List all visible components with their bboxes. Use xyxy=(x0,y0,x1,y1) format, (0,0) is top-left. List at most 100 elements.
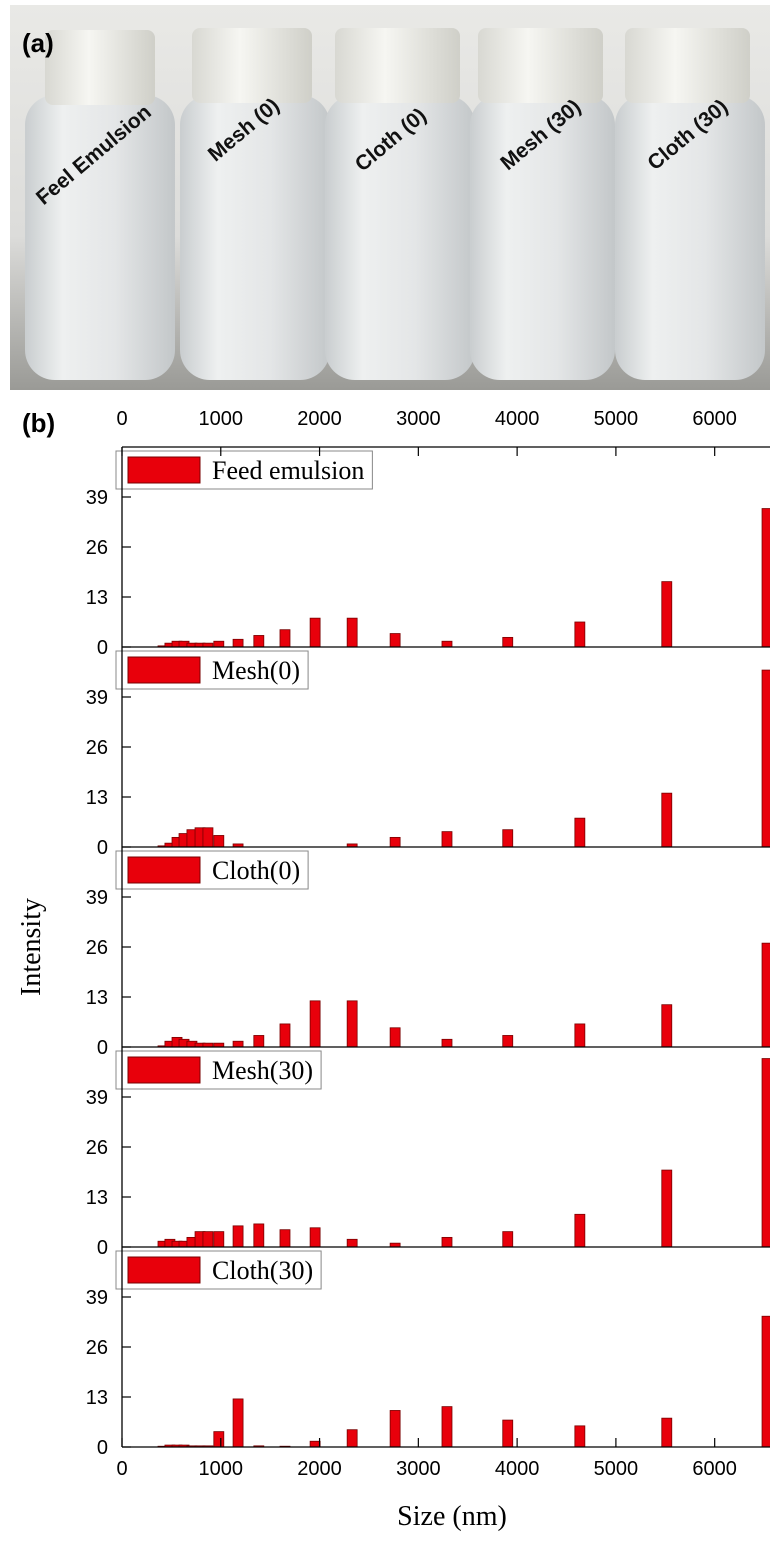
y-tick-label: 13 xyxy=(86,587,108,609)
bottle xyxy=(615,28,765,380)
bar xyxy=(441,1236,453,1248)
bottle xyxy=(470,28,615,380)
y-tick-label: 13 xyxy=(86,1387,108,1409)
bottle xyxy=(325,28,475,380)
x-axis-label: Size (nm) xyxy=(397,1501,507,1532)
panel-label: (a) xyxy=(22,28,54,58)
legend: Cloth(30) xyxy=(115,1250,322,1290)
bar xyxy=(389,1410,401,1448)
bar xyxy=(441,640,453,648)
x-tick-label: 4000 xyxy=(495,408,540,430)
bar xyxy=(279,1229,291,1248)
bar xyxy=(574,1023,586,1048)
legend-label: Feed emulsion xyxy=(212,456,364,485)
x-tick-label: 2000 xyxy=(297,1458,342,1480)
bar xyxy=(661,1417,673,1448)
y-tick-label: 13 xyxy=(86,1187,108,1209)
bar xyxy=(761,1058,770,1248)
bar xyxy=(309,1440,321,1448)
y-tick-label: 0 xyxy=(97,637,108,659)
bar xyxy=(279,1023,291,1048)
bar xyxy=(346,1429,358,1448)
y-tick-label: 26 xyxy=(86,1137,108,1159)
x-tick-label: 6000 xyxy=(692,1458,737,1480)
bar xyxy=(253,1223,265,1248)
legend-swatch xyxy=(127,456,201,484)
bar xyxy=(213,640,225,648)
bar xyxy=(389,836,401,848)
bar xyxy=(346,1000,358,1048)
bar xyxy=(574,1425,586,1448)
legend: Mesh(30) xyxy=(115,1050,322,1090)
photo: (a) Feel Emulsion Mesh (0) Cloth (0) Mes… xyxy=(10,5,770,390)
legend-swatch xyxy=(127,1256,201,1284)
y-tick-label: 0 xyxy=(97,837,108,859)
y-tick-label: 26 xyxy=(86,537,108,559)
bar xyxy=(213,1231,225,1248)
bar xyxy=(232,1225,244,1248)
bar xyxy=(502,1035,514,1048)
bar xyxy=(389,633,401,648)
legend: Mesh(0) xyxy=(115,650,309,690)
bar xyxy=(661,1169,673,1248)
x-tick-label: 0 xyxy=(116,408,127,430)
bar xyxy=(309,1227,321,1248)
bar xyxy=(346,1238,358,1248)
y-tick-label: 26 xyxy=(86,1337,108,1359)
bar xyxy=(761,1315,770,1448)
x-tick-label: 3000 xyxy=(396,1458,441,1480)
y-tick-label: 39 xyxy=(86,1287,108,1309)
y-axis-label: Intensity xyxy=(16,898,47,996)
bar xyxy=(346,617,358,648)
y-tick-label: 26 xyxy=(86,737,108,759)
bottle xyxy=(180,28,330,380)
bottle xyxy=(25,30,175,380)
bar xyxy=(253,635,265,648)
y-tick-label: 39 xyxy=(86,687,108,709)
x-tick-label: 5000 xyxy=(594,1458,639,1480)
x-tick-label: 6000 xyxy=(692,408,737,430)
bar xyxy=(232,1398,244,1448)
y-tick-label: 0 xyxy=(97,1437,108,1459)
bar xyxy=(441,1406,453,1448)
y-tick-label: 13 xyxy=(86,787,108,809)
bar xyxy=(202,827,214,848)
x-tick-label: 2000 xyxy=(297,408,342,430)
bar xyxy=(279,629,291,648)
bar xyxy=(213,835,225,848)
bar xyxy=(761,508,770,648)
bar xyxy=(761,942,770,1048)
legend-label: Cloth(30) xyxy=(212,1256,313,1285)
bar xyxy=(661,792,673,848)
legend-label: Mesh(0) xyxy=(212,656,300,685)
bar xyxy=(574,621,586,648)
bar xyxy=(661,581,673,648)
bar xyxy=(389,1027,401,1048)
y-tick-label: 26 xyxy=(86,937,108,959)
y-tick-label: 39 xyxy=(86,1087,108,1109)
y-tick-label: 0 xyxy=(97,1037,108,1059)
bar xyxy=(502,636,514,648)
x-tick-label: 1000 xyxy=(199,1458,244,1480)
bar xyxy=(441,831,453,848)
legend-label: Mesh(30) xyxy=(212,1056,313,1085)
bar xyxy=(232,638,244,648)
x-tick-label: 4000 xyxy=(495,1458,540,1480)
y-tick-label: 39 xyxy=(86,887,108,909)
legend-label: Cloth(0) xyxy=(212,856,300,885)
bar xyxy=(574,817,586,848)
bar xyxy=(502,1231,514,1248)
bar xyxy=(213,1431,225,1448)
bar xyxy=(202,1231,214,1248)
legend: Cloth(0) xyxy=(115,850,309,890)
legend: Feed emulsion xyxy=(115,450,373,490)
bar xyxy=(232,1040,244,1048)
bar xyxy=(309,617,321,648)
bar xyxy=(502,1419,514,1448)
plot xyxy=(157,508,770,1448)
legend-swatch xyxy=(127,656,201,684)
legend-swatch xyxy=(127,856,201,884)
bar xyxy=(309,1000,321,1048)
x-tick-label: 5000 xyxy=(594,408,639,430)
